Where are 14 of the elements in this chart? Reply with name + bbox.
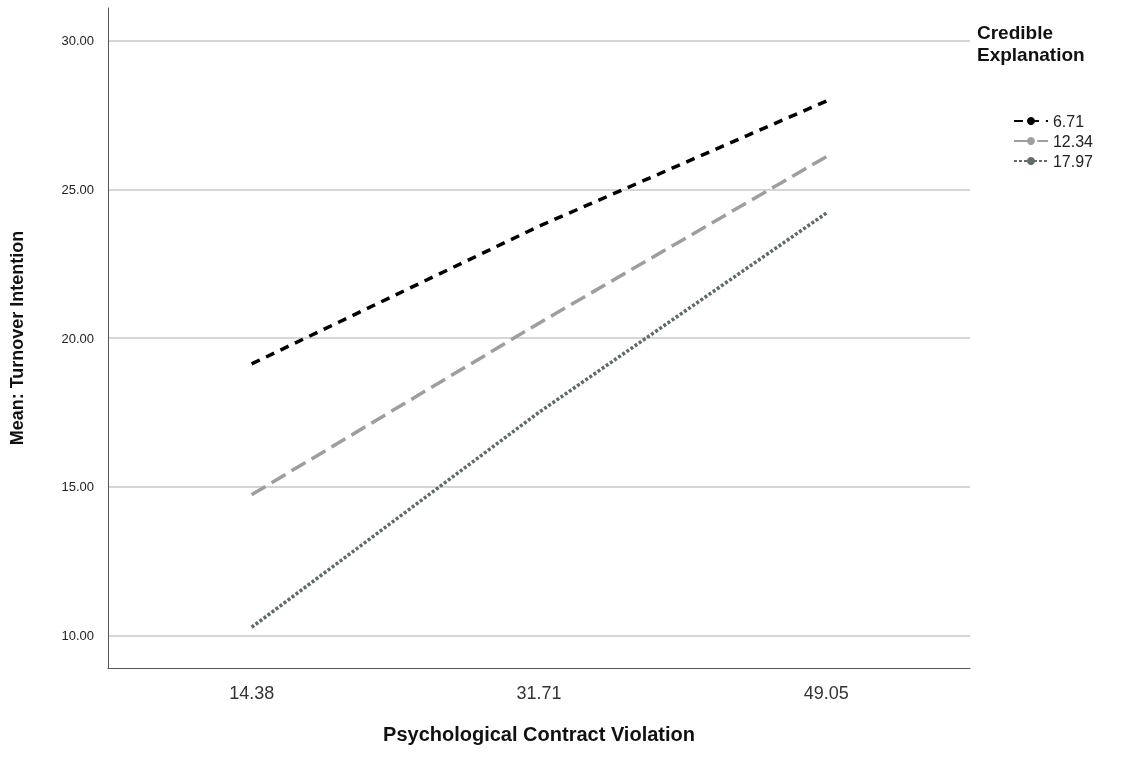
legend-label: 12.34 <box>1052 132 1094 150</box>
legend-label: 6.71 <box>1052 112 1085 130</box>
legend-label: 17.97 <box>1052 152 1094 170</box>
x-tick-label: 31.71 <box>516 683 562 703</box>
x-tick-label: 49.05 <box>803 683 849 703</box>
y-tick-label: 20.00 <box>61 330 94 346</box>
y-tick-label: 10.00 <box>61 627 94 643</box>
x-tick-label: 14.38 <box>229 683 275 703</box>
y-tick-label: 15.00 <box>61 479 94 495</box>
y-tick-label: 30.00 <box>61 33 94 49</box>
x-axis-title: Psychological Contract Violation <box>383 723 695 745</box>
y-axis-title: Mean: Turnover Intention <box>7 230 27 446</box>
y-tick-label: 25.00 <box>61 181 94 197</box>
legend-title: Credible Explanation <box>977 21 1085 65</box>
